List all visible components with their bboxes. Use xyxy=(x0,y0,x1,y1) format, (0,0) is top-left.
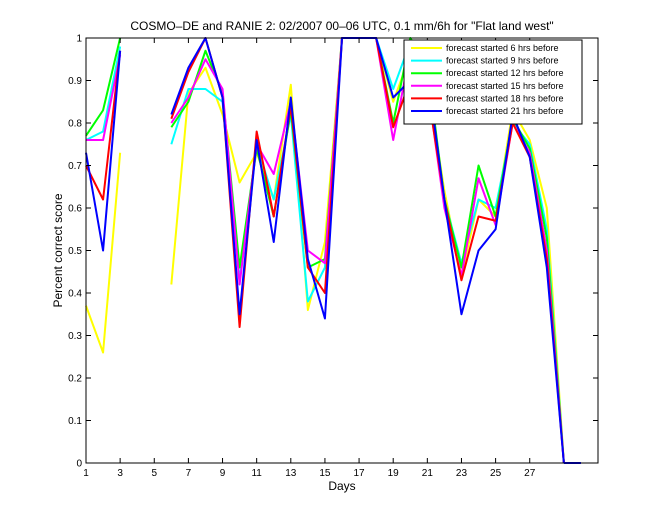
y-tick-label: 0.2 xyxy=(68,374,82,385)
y-tick-label: 0 xyxy=(76,459,82,470)
series-line-5-segment-1 xyxy=(85,50,122,201)
legend-entry: forecast started 15 hrs before xyxy=(446,81,564,91)
legend-entry: forecast started 6 hrs before xyxy=(446,43,559,53)
legend-entry: forecast started 18 hrs before xyxy=(446,93,564,103)
y-tick-label: 1 xyxy=(76,34,82,45)
x-tick-label: 27 xyxy=(524,468,536,479)
legend-entry: forecast started 12 hrs before xyxy=(446,68,564,78)
y-tick-label: 0.7 xyxy=(68,161,82,172)
y-tick-label: 0.4 xyxy=(68,289,82,300)
y-tick-label: 0.6 xyxy=(68,204,82,215)
x-tick-label: 7 xyxy=(186,468,192,479)
y-axis: 0 0.1 0.2 0.3 0.4 0.5 0.6 0.7 0.8 0.9 1 xyxy=(68,34,598,470)
y-tick-label: 0.8 xyxy=(68,119,82,130)
legend-entry: forecast started 21 hrs before xyxy=(446,106,564,116)
chart-title: COSMO–DE and RANIE 2: 02/2007 00–06 UTC,… xyxy=(130,19,553,33)
y-tick-label: 0.1 xyxy=(68,416,82,427)
y-tick-label: 0.3 xyxy=(68,331,82,342)
series-line-3-segment-1 xyxy=(85,37,122,137)
x-tick-label: 9 xyxy=(220,468,226,479)
series-line-2-segment-1 xyxy=(85,46,122,141)
x-tick-label: 25 xyxy=(490,468,502,479)
x-tick-label: 21 xyxy=(422,468,434,479)
x-tick-label: 15 xyxy=(319,468,331,479)
x-tick-label: 17 xyxy=(354,468,366,479)
x-tick-label: 3 xyxy=(117,468,123,479)
series-line-6-segment-1 xyxy=(85,50,122,252)
x-tick-label: 5 xyxy=(151,468,157,479)
x-tick-label: 19 xyxy=(388,468,400,479)
x-tick-label: 1 xyxy=(83,468,89,479)
y-tick-label: 0.9 xyxy=(68,76,82,87)
x-axis: 1 3 5 7 9 11 13 15 17 19 21 23 25 27 xyxy=(83,38,536,479)
x-axis-title: Days xyxy=(328,479,355,493)
x-tick-label: 11 xyxy=(251,468,262,479)
legend-entry: forecast started 9 hrs before xyxy=(446,56,559,66)
legend: forecast started 6 hrs before forecast st… xyxy=(403,39,583,125)
x-tick-label: 23 xyxy=(456,468,468,479)
series-line-4-segment-1 xyxy=(86,54,122,141)
x-tick-label: 13 xyxy=(285,468,297,479)
y-axis-title: Percent correct score xyxy=(51,193,65,307)
series-line-1-segment-1 xyxy=(85,152,122,354)
y-tick-label: 0.5 xyxy=(68,246,82,257)
